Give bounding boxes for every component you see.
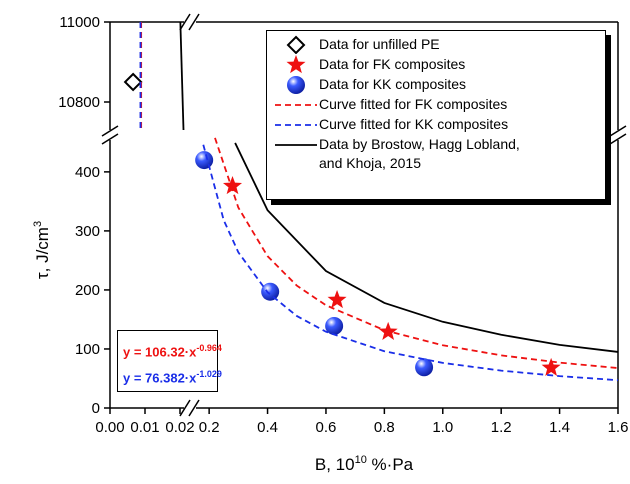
diamond-marker — [286, 35, 306, 54]
y-title-part: τ, J/cm — [33, 227, 52, 279]
axis-frame — [101, 13, 627, 417]
legend-icon — [275, 124, 317, 126]
x-tick-label: 0.02 — [165, 419, 194, 436]
legend-icon — [287, 76, 305, 94]
legend-icon — [275, 104, 317, 106]
fit-equation: y = 76.382·x-1.029 — [123, 363, 222, 389]
legend-label: Data for FK composites — [319, 56, 466, 72]
y-tick-label: 0 — [92, 400, 100, 417]
x-tick-label: 0.00 — [95, 419, 124, 436]
x-tick-label: 0.4 — [257, 419, 278, 436]
legend-label: Data for unfilled PE — [319, 36, 440, 52]
x-tick-label: 0.2 — [199, 419, 220, 436]
legend: Data for unfilled PE Data for FK composit… — [266, 30, 606, 200]
circle-marker — [287, 76, 305, 94]
x-tick-label: 0.6 — [316, 419, 337, 436]
legend-icon — [286, 55, 306, 74]
circle-marker — [415, 358, 434, 377]
legend-label: Data for KK composites — [319, 76, 467, 92]
legend-entry: Curve fitted for KK composites — [273, 115, 599, 134]
star-marker — [327, 289, 347, 309]
legend-icon — [286, 35, 306, 54]
circle-marker — [195, 151, 214, 170]
fit-equation: y = 106.32·x-0.964 — [123, 337, 222, 363]
y-tick-label: 400 — [75, 164, 100, 181]
star-marker — [286, 55, 306, 74]
legend-label: Curve fitted for KK composites — [319, 116, 509, 132]
x-tick-label: 1.0 — [432, 419, 453, 436]
fit-exponent: -0.964 — [196, 343, 222, 353]
x-title-part: B, 10 — [315, 455, 355, 474]
star-marker — [541, 357, 561, 376]
legend-entry: Data for FK composites — [273, 55, 599, 74]
y-tick-label: 300 — [75, 223, 100, 240]
curve — [179, 21, 185, 131]
legend-entry: Data for KK composites — [273, 75, 599, 94]
legend-entry: Curve fitted for FK composites — [273, 95, 599, 114]
x-axis-title: B, 1010 %·Pa — [315, 454, 414, 474]
fit-text: y = 106.32·x — [123, 344, 197, 360]
x-title-part: %·Pa — [367, 455, 414, 474]
legend-entry: Data for unfilled PE — [273, 35, 599, 54]
x-tick-label: 0.8 — [374, 419, 395, 436]
star-marker — [222, 176, 243, 195]
curve — [234, 142, 619, 353]
fit-exponent: -1.029 — [196, 369, 222, 380]
circle-marker — [261, 282, 280, 301]
y-title-sup: 3 — [32, 221, 44, 227]
x-tick-label: 1.2 — [491, 419, 512, 436]
legend-icon — [275, 144, 317, 146]
y-tick-label: 200 — [75, 282, 100, 299]
x-tick-label: 1.6 — [608, 419, 629, 436]
y-axis-title: τ, J/cm3 — [32, 221, 52, 279]
legend-entry: Data by Brostow, Hagg Lobland, and Khoja… — [273, 135, 599, 173]
x-title-sup: 10 — [355, 454, 367, 466]
y-tick-label: 100 — [75, 341, 100, 358]
x-tick-label: 1.4 — [549, 419, 570, 436]
x-tick-label: 0.01 — [130, 419, 159, 436]
curve — [214, 137, 619, 369]
circle-marker — [325, 316, 344, 335]
fit-equations: y = 106.32·x-0.964 y = 76.382·x-1.029 — [117, 330, 222, 392]
diamond-marker — [123, 72, 143, 92]
legend-label: Curve fitted for FK composites — [319, 96, 508, 112]
fit-text: y = 76.382·x — [123, 370, 197, 386]
curve — [202, 144, 619, 382]
legend-label: Data by Brostow, Hagg Lobland, and Khoja… — [319, 136, 520, 171]
y-tick-label: 10800 — [58, 94, 100, 111]
y-tick-label: 11000 — [59, 14, 100, 31]
